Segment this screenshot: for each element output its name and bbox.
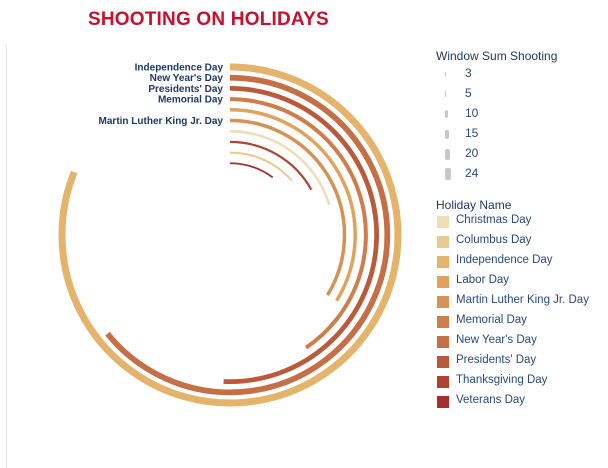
color-legend-item[interactable]: Presidents' Day xyxy=(437,354,607,370)
arc-presidents-day[interactable] xyxy=(223,86,379,384)
color-swatch xyxy=(437,256,449,268)
left-divider xyxy=(0,44,7,468)
color-legend-label: Presidents' Day xyxy=(456,354,537,366)
size-legend-label: 24 xyxy=(465,166,479,180)
size-legend-item: 10 xyxy=(440,106,540,122)
color-swatch xyxy=(437,316,449,328)
color-legend-label: Independence Day xyxy=(456,254,553,266)
color-swatch xyxy=(437,236,449,248)
color-legend-item[interactable]: Independence Day xyxy=(437,254,607,270)
arc-memorial-day[interactable] xyxy=(229,97,368,350)
color-legend-item[interactable]: Memorial Day xyxy=(437,314,607,330)
size-legend-item: 20 xyxy=(440,146,540,162)
arc-thanksgiving-day[interactable] xyxy=(229,140,313,191)
size-legend-bar xyxy=(445,71,446,77)
color-legend-item[interactable]: Martin Luther King Jr. Day xyxy=(437,294,607,310)
color-swatch xyxy=(437,376,449,388)
size-legend-label: 3 xyxy=(465,66,472,80)
size-legend-bar xyxy=(445,91,446,97)
arc-veterans-day[interactable] xyxy=(229,162,274,179)
arc-label: Martin Luther King Jr. Day xyxy=(99,116,224,127)
arc-label: New Year's Day xyxy=(150,73,224,84)
color-swatch xyxy=(437,336,449,348)
color-swatch xyxy=(437,396,449,408)
size-legend-bar xyxy=(445,110,448,118)
arc-christmas-day[interactable] xyxy=(229,129,331,206)
arc-martin-luther-king-jr-day[interactable] xyxy=(229,118,347,297)
color-legend-label: Veterans Day xyxy=(456,394,526,406)
color-legend-label: New Year's Day xyxy=(456,334,537,346)
color-legend-title: Holiday Name xyxy=(436,198,512,212)
color-legend-item[interactable]: Labor Day xyxy=(437,274,607,290)
size-legend-label: 5 xyxy=(465,86,472,100)
color-legend-label: Martin Luther King Jr. Day xyxy=(456,294,589,306)
size-legend-bar xyxy=(445,148,450,160)
size-legend-label: 15 xyxy=(465,126,479,140)
size-legend-item: 15 xyxy=(440,126,540,142)
color-swatch xyxy=(437,356,449,368)
color-swatch xyxy=(437,296,449,308)
color-legend-item[interactable]: Thanksgiving Day xyxy=(437,374,607,390)
color-swatch xyxy=(437,276,449,288)
size-legend-item: 24 xyxy=(440,166,540,182)
arc-label: Independence Day xyxy=(135,63,224,74)
color-swatch xyxy=(437,216,449,228)
color-legend-label: Christmas Day xyxy=(456,214,532,226)
color-legend-label: Columbus Day xyxy=(456,234,532,246)
color-legend-label: Labor Day xyxy=(456,274,510,286)
arc-labor-day[interactable] xyxy=(229,108,357,302)
size-legend-bar xyxy=(445,168,451,180)
size-legend-bar xyxy=(445,129,449,139)
size-legend-label: 10 xyxy=(465,106,479,120)
color-legend-label: Memorial Day xyxy=(456,314,527,326)
size-legend-item: 3 xyxy=(440,66,540,82)
arc-independence-day[interactable] xyxy=(58,63,402,407)
color-legend-item[interactable]: New Year's Day xyxy=(437,334,607,350)
arc-label: Memorial Day xyxy=(158,95,223,106)
size-legend-title: Window Sum Shooting xyxy=(436,49,558,63)
size-legend-item: 5 xyxy=(440,86,540,102)
arc-label: Presidents' Day xyxy=(148,84,223,95)
color-legend-label: Thanksgiving Day xyxy=(456,374,548,386)
color-legend-item[interactable]: Christmas Day xyxy=(437,214,607,230)
color-legend-item[interactable]: Columbus Day xyxy=(437,234,607,250)
chart-title: SHOOTING ON HOLIDAYS xyxy=(88,9,329,30)
arc-new-year-s-day[interactable] xyxy=(105,74,391,396)
arc-columbus-day[interactable] xyxy=(229,151,293,182)
color-legend-item[interactable]: Veterans Day xyxy=(437,394,607,410)
size-legend-label: 20 xyxy=(465,146,479,160)
